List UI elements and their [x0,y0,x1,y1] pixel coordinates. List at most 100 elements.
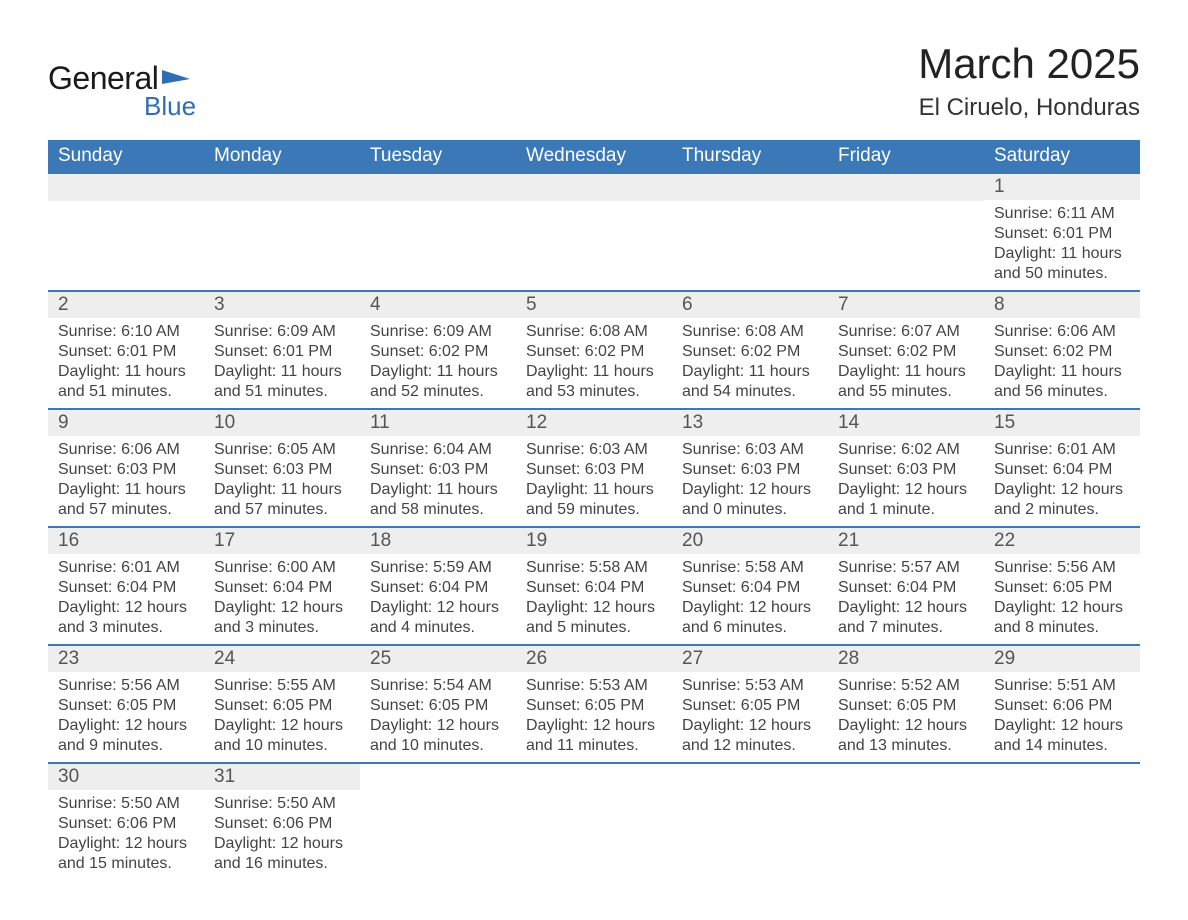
calendar-cell: 6Sunrise: 6:08 AMSunset: 6:02 PMDaylight… [672,291,828,409]
calendar-cell: 19Sunrise: 5:58 AMSunset: 6:04 PMDayligh… [516,527,672,645]
day-body: Sunrise: 5:51 AMSunset: 6:06 PMDaylight:… [984,672,1140,762]
day-number: 6 [672,292,828,318]
calendar-cell: 27Sunrise: 5:53 AMSunset: 6:05 PMDayligh… [672,645,828,763]
day-header: Thursday [672,140,828,173]
calendar-cell [360,763,516,880]
calendar-cell: 10Sunrise: 6:05 AMSunset: 6:03 PMDayligh… [204,409,360,527]
calendar-cell: 9Sunrise: 6:06 AMSunset: 6:03 PMDaylight… [48,409,204,527]
day-number: 16 [48,528,204,554]
day-number: 13 [672,410,828,436]
calendar-cell: 1Sunrise: 6:11 AMSunset: 6:01 PMDaylight… [984,173,1140,291]
day-number: 18 [360,528,516,554]
calendar-cell [672,763,828,880]
calendar-cell: 13Sunrise: 6:03 AMSunset: 6:03 PMDayligh… [672,409,828,527]
calendar-cell: 30Sunrise: 5:50 AMSunset: 6:06 PMDayligh… [48,763,204,880]
day-number: 28 [828,646,984,672]
calendar-cell: 16Sunrise: 6:01 AMSunset: 6:04 PMDayligh… [48,527,204,645]
day-body: Sunrise: 6:08 AMSunset: 6:02 PMDaylight:… [516,318,672,408]
day-body: Sunrise: 6:06 AMSunset: 6:02 PMDaylight:… [984,318,1140,408]
calendar-cell: 14Sunrise: 6:02 AMSunset: 6:03 PMDayligh… [828,409,984,527]
day-body: Sunrise: 5:57 AMSunset: 6:04 PMDaylight:… [828,554,984,644]
day-number: 15 [984,410,1140,436]
calendar-cell: 11Sunrise: 6:04 AMSunset: 6:03 PMDayligh… [360,409,516,527]
calendar-body: 1Sunrise: 6:11 AMSunset: 6:01 PMDaylight… [48,173,1140,880]
day-number: 21 [828,528,984,554]
empty-day [360,174,516,201]
day-body: Sunrise: 6:03 AMSunset: 6:03 PMDaylight:… [516,436,672,526]
empty-day [516,174,672,201]
day-number: 14 [828,410,984,436]
calendar-cell: 21Sunrise: 5:57 AMSunset: 6:04 PMDayligh… [828,527,984,645]
calendar-cell: 20Sunrise: 5:58 AMSunset: 6:04 PMDayligh… [672,527,828,645]
day-body: Sunrise: 5:58 AMSunset: 6:04 PMDaylight:… [516,554,672,644]
day-number: 26 [516,646,672,672]
calendar-cell [516,763,672,880]
day-body: Sunrise: 5:54 AMSunset: 6:05 PMDaylight:… [360,672,516,762]
calendar-cell: 17Sunrise: 6:00 AMSunset: 6:04 PMDayligh… [204,527,360,645]
calendar-cell [828,173,984,291]
day-body: Sunrise: 5:53 AMSunset: 6:05 PMDaylight:… [516,672,672,762]
day-body: Sunrise: 5:55 AMSunset: 6:05 PMDaylight:… [204,672,360,762]
calendar-cell: 7Sunrise: 6:07 AMSunset: 6:02 PMDaylight… [828,291,984,409]
day-header: Tuesday [360,140,516,173]
day-body: Sunrise: 6:04 AMSunset: 6:03 PMDaylight:… [360,436,516,526]
calendar-cell [984,763,1140,880]
day-body: Sunrise: 6:09 AMSunset: 6:02 PMDaylight:… [360,318,516,408]
day-number: 30 [48,764,204,790]
day-body: Sunrise: 6:11 AMSunset: 6:01 PMDaylight:… [984,200,1140,290]
day-number: 11 [360,410,516,436]
day-number: 7 [828,292,984,318]
day-number: 12 [516,410,672,436]
day-body: Sunrise: 6:02 AMSunset: 6:03 PMDaylight:… [828,436,984,526]
day-number: 5 [516,292,672,318]
calendar-cell: 18Sunrise: 5:59 AMSunset: 6:04 PMDayligh… [360,527,516,645]
calendar-cell: 5Sunrise: 6:08 AMSunset: 6:02 PMDaylight… [516,291,672,409]
day-body: Sunrise: 6:01 AMSunset: 6:04 PMDaylight:… [984,436,1140,526]
day-number: 10 [204,410,360,436]
day-number: 31 [204,764,360,790]
calendar-cell: 26Sunrise: 5:53 AMSunset: 6:05 PMDayligh… [516,645,672,763]
calendar-cell [360,173,516,291]
calendar-cell: 2Sunrise: 6:10 AMSunset: 6:01 PMDaylight… [48,291,204,409]
calendar-cell [516,173,672,291]
logo-flag-icon [162,70,190,88]
calendar-cell: 24Sunrise: 5:55 AMSunset: 6:05 PMDayligh… [204,645,360,763]
day-number: 3 [204,292,360,318]
logo: General Blue [48,60,196,122]
title-block: March 2025 El Ciruelo, Honduras [918,40,1140,122]
day-body: Sunrise: 6:07 AMSunset: 6:02 PMDaylight:… [828,318,984,408]
day-number: 9 [48,410,204,436]
month-title: March 2025 [918,40,1140,88]
day-body: Sunrise: 6:08 AMSunset: 6:02 PMDaylight:… [672,318,828,408]
logo-text-general: General [48,60,158,97]
day-body: Sunrise: 6:05 AMSunset: 6:03 PMDaylight:… [204,436,360,526]
day-number: 24 [204,646,360,672]
calendar-table: SundayMondayTuesdayWednesdayThursdayFrid… [48,140,1140,880]
day-number: 29 [984,646,1140,672]
calendar-cell: 3Sunrise: 6:09 AMSunset: 6:01 PMDaylight… [204,291,360,409]
day-body: Sunrise: 5:50 AMSunset: 6:06 PMDaylight:… [204,790,360,880]
day-number: 22 [984,528,1140,554]
header: General Blue March 2025 El Ciruelo, Hond… [48,40,1140,122]
calendar-cell [828,763,984,880]
day-body: Sunrise: 5:53 AMSunset: 6:05 PMDaylight:… [672,672,828,762]
day-header: Wednesday [516,140,672,173]
day-body: Sunrise: 5:50 AMSunset: 6:06 PMDaylight:… [48,790,204,880]
day-body: Sunrise: 6:00 AMSunset: 6:04 PMDaylight:… [204,554,360,644]
day-body: Sunrise: 6:09 AMSunset: 6:01 PMDaylight:… [204,318,360,408]
calendar-cell: 29Sunrise: 5:51 AMSunset: 6:06 PMDayligh… [984,645,1140,763]
day-number: 23 [48,646,204,672]
day-number: 8 [984,292,1140,318]
calendar-cell: 8Sunrise: 6:06 AMSunset: 6:02 PMDaylight… [984,291,1140,409]
day-number: 2 [48,292,204,318]
day-header: Sunday [48,140,204,173]
logo-text-blue: Blue [144,91,196,122]
calendar-cell [672,173,828,291]
empty-day [48,174,204,201]
calendar-cell: 12Sunrise: 6:03 AMSunset: 6:03 PMDayligh… [516,409,672,527]
day-body: Sunrise: 6:06 AMSunset: 6:03 PMDaylight:… [48,436,204,526]
calendar-cell: 4Sunrise: 6:09 AMSunset: 6:02 PMDaylight… [360,291,516,409]
day-body: Sunrise: 5:59 AMSunset: 6:04 PMDaylight:… [360,554,516,644]
day-header: Friday [828,140,984,173]
day-header: Monday [204,140,360,173]
